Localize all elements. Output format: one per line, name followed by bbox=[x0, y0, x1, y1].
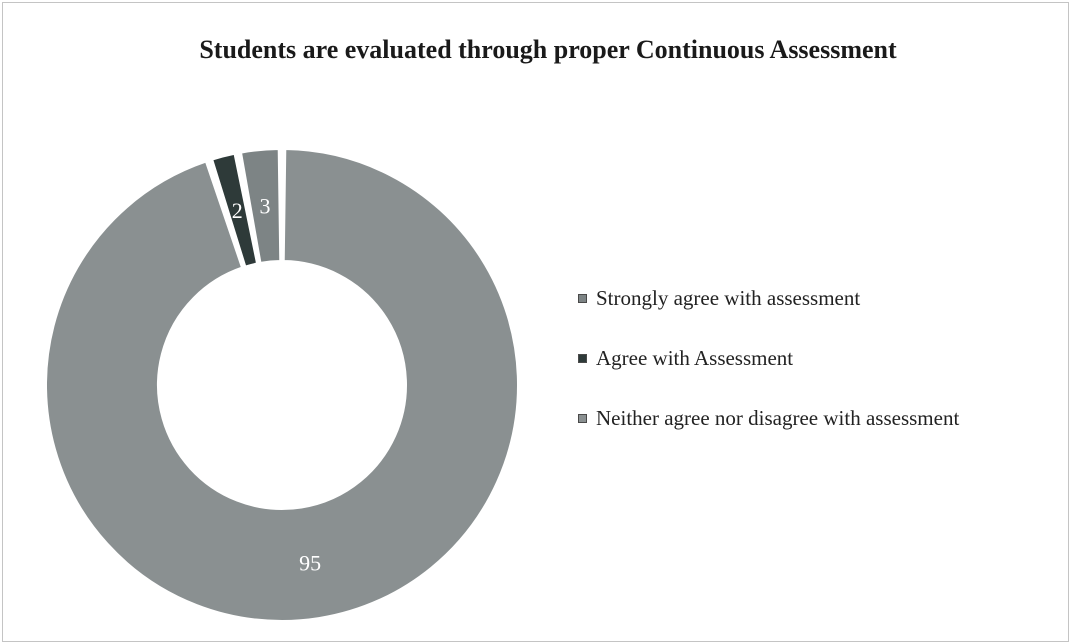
data-label-agree: 2 bbox=[232, 198, 243, 223]
legend-label-strongly-agree: Strongly agree with assessment bbox=[596, 285, 861, 310]
legend-swatch-neither bbox=[578, 413, 587, 423]
legend-swatch-strongly-agree bbox=[578, 293, 587, 303]
legend-swatch-agree bbox=[578, 353, 587, 363]
legend: Strongly agree with assessment Agree wit… bbox=[578, 280, 959, 460]
donut-slice-strongly-agree bbox=[239, 148, 282, 265]
data-label-strongly-agree: 3 bbox=[260, 193, 271, 218]
legend-label-agree: Agree with Assessment bbox=[596, 345, 794, 370]
donut-slice-agree bbox=[210, 152, 259, 268]
legend-label-neither: Neither agree nor disagree with assessme… bbox=[596, 405, 960, 430]
data-label-neither: 95 bbox=[299, 550, 321, 575]
donut-slice-neither bbox=[45, 148, 519, 622]
legend-item-neither: Neither agree nor disagree with assessme… bbox=[578, 400, 959, 436]
legend-item-strongly-agree: Strongly agree with assessment bbox=[578, 280, 959, 316]
chart-title: Students are evaluated through proper Co… bbox=[199, 35, 897, 64]
legend-item-agree: Agree with Assessment bbox=[578, 340, 959, 376]
